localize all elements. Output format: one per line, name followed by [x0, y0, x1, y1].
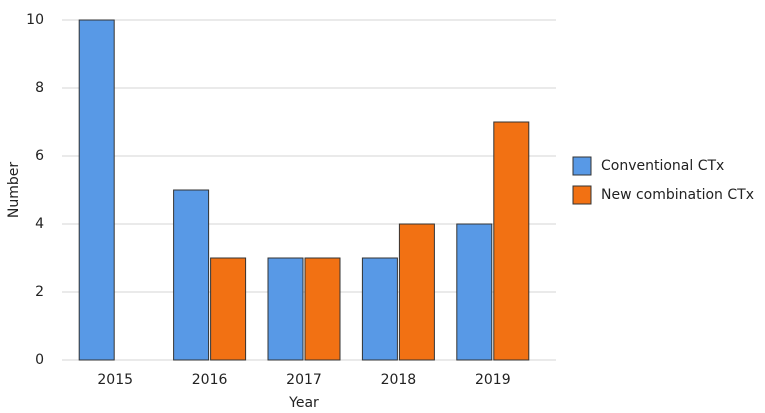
bar: [267, 257, 304, 361]
bar: [493, 121, 530, 361]
x-tick-label: 2019: [475, 372, 511, 388]
y-tick-label: 0: [35, 352, 44, 368]
x-tick-label: 2015: [97, 372, 133, 388]
bar: [456, 223, 493, 361]
x-tick-label: 2017: [286, 372, 322, 388]
bar: [361, 257, 398, 361]
y-tick-label: 4: [35, 216, 44, 232]
x-axis-label: Year: [288, 395, 319, 411]
bar: [78, 19, 115, 361]
bar: [210, 257, 247, 361]
y-axis-label: Number: [6, 162, 22, 218]
legend-label: New combination CTx: [601, 187, 754, 203]
y-tick-label: 2: [35, 284, 44, 300]
bar: [304, 257, 341, 361]
x-tick-label: 2018: [381, 372, 417, 388]
y-tick-label: 8: [35, 80, 44, 96]
y-tick-label: 10: [26, 12, 44, 28]
y-tick-label: 6: [35, 148, 44, 164]
bar: [173, 189, 210, 361]
legend-swatch: [572, 156, 592, 176]
legend-label: Conventional CTx: [601, 158, 724, 174]
legend-swatch: [572, 185, 592, 205]
bar: [398, 223, 435, 361]
x-tick-label: 2016: [192, 372, 228, 388]
